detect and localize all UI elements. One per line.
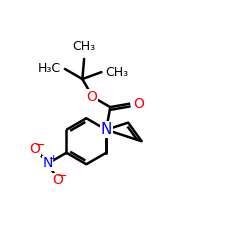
Text: N: N: [100, 122, 112, 137]
Text: −: −: [57, 170, 68, 183]
Text: O: O: [30, 142, 40, 156]
Text: O: O: [133, 96, 144, 110]
Text: −: −: [34, 139, 45, 152]
Text: N: N: [43, 156, 53, 170]
Text: +: +: [48, 154, 58, 164]
Text: O: O: [52, 173, 63, 187]
Text: CH₃: CH₃: [105, 66, 128, 79]
Text: CH₃: CH₃: [72, 40, 96, 54]
Text: O: O: [86, 90, 97, 104]
Text: H₃C: H₃C: [38, 62, 61, 76]
